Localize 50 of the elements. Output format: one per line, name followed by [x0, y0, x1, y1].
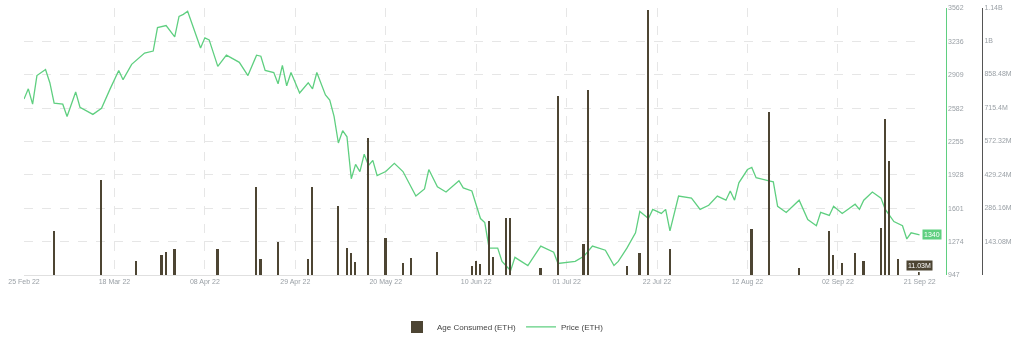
bar: [492, 257, 494, 275]
bar: [832, 255, 834, 275]
bar: [884, 119, 886, 275]
bar: [750, 229, 753, 275]
bar: [582, 244, 585, 275]
bar: [259, 259, 262, 275]
bar: [505, 218, 507, 275]
bar: [337, 206, 339, 275]
bar: [768, 112, 770, 275]
bar: [277, 242, 279, 275]
bar: [346, 248, 348, 275]
bar: [841, 263, 843, 275]
bar: [647, 10, 649, 275]
bar: [587, 90, 589, 275]
bar: [311, 187, 313, 275]
bar: [626, 266, 628, 275]
bar: [354, 262, 356, 275]
bar: [880, 228, 882, 275]
bar: [384, 238, 387, 275]
bar: [897, 259, 899, 275]
bar: [862, 261, 865, 275]
bar: [479, 264, 481, 275]
bar: [165, 252, 167, 275]
bar: [638, 253, 641, 275]
bar: [402, 263, 404, 275]
bar: [854, 253, 856, 275]
bar: [53, 231, 55, 275]
bar: [216, 249, 219, 275]
bar: [509, 218, 511, 275]
bar: [307, 259, 309, 275]
legend-label: Age Consumed (ETH): [437, 323, 517, 332]
bar: [173, 249, 176, 275]
bar: [828, 231, 830, 275]
bar: [557, 96, 559, 275]
bar: [135, 261, 137, 275]
bar: [160, 255, 163, 275]
bar: [798, 268, 800, 275]
bar: [255, 187, 257, 275]
bar: [669, 249, 671, 275]
bar: [436, 252, 438, 275]
bar: [471, 266, 473, 275]
bar: [410, 258, 412, 275]
bar: [367, 138, 369, 275]
bar: [888, 161, 890, 275]
bar: [100, 180, 102, 275]
bar: [475, 261, 477, 275]
bar: [350, 253, 352, 275]
legend-label: Price (ETH): [561, 323, 604, 332]
bar: [488, 221, 490, 275]
bar: [539, 268, 542, 275]
